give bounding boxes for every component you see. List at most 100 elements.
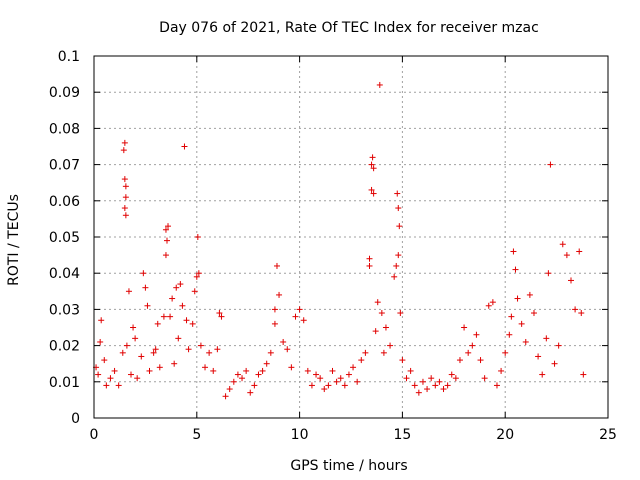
data-point [308, 382, 315, 389]
data-point [97, 338, 104, 345]
data-point [121, 139, 128, 146]
data-point [393, 262, 400, 269]
data-point [197, 342, 204, 349]
data-point [362, 349, 369, 356]
data-point [440, 386, 447, 393]
data-point [122, 183, 129, 190]
data-point [193, 273, 200, 280]
data-point [370, 165, 377, 172]
data-point [146, 367, 153, 374]
data-point [288, 364, 295, 371]
data-point [120, 147, 127, 154]
data-point [271, 320, 278, 327]
data-point [251, 382, 258, 389]
y-tick-label: 0.1 [58, 49, 80, 65]
data-point [122, 194, 129, 201]
y-tick-label: 0.01 [49, 375, 80, 391]
data-point [345, 371, 352, 378]
data-point [167, 313, 174, 320]
data-point [259, 367, 266, 374]
data-point [189, 320, 196, 327]
data-point [514, 295, 521, 302]
data-point [350, 364, 357, 371]
x-tick-label: 20 [496, 427, 514, 443]
x-tick-label: 5 [192, 427, 201, 443]
data-point [107, 375, 114, 382]
y-tick-label: 0.08 [49, 121, 80, 137]
data-point [512, 266, 519, 273]
data-point [403, 375, 410, 382]
data-point [545, 270, 552, 277]
data-point [95, 371, 102, 378]
data-point [535, 353, 542, 360]
y-tick-labels: 0 0.01 0.02 0.03 0.04 0.05 0.06 0.07 0.08 0.09 0.1 [49, 49, 80, 427]
x-tick-label: 10 [291, 427, 309, 443]
data-point [368, 186, 375, 193]
data-point [395, 205, 402, 212]
data-point [195, 270, 202, 277]
x-tick-label: 15 [393, 427, 411, 443]
data-point [329, 367, 336, 374]
data-point [396, 223, 403, 230]
data-point [271, 306, 278, 313]
data-point [502, 349, 509, 356]
data-point [123, 342, 130, 349]
data-point [156, 364, 163, 371]
data-point [493, 382, 500, 389]
x-tick-label: 25 [599, 427, 617, 443]
y-tick-label: 0.03 [49, 302, 80, 318]
data-point [522, 338, 529, 345]
data-point [313, 371, 320, 378]
data-point [183, 317, 190, 324]
y-tick-label: 0.04 [49, 266, 80, 282]
data-point [382, 324, 389, 331]
data-point [576, 248, 583, 255]
data-point [547, 161, 554, 168]
data-point [489, 299, 496, 306]
data-point [173, 284, 180, 291]
data-point [391, 273, 398, 280]
data-point [234, 371, 241, 378]
data-point [387, 342, 394, 349]
data-point [276, 291, 283, 298]
data-point [132, 335, 139, 342]
data-point [247, 389, 254, 396]
data-point [171, 360, 178, 367]
data-point [376, 81, 383, 88]
data-point [436, 378, 443, 385]
data-point [555, 342, 562, 349]
data-point [424, 386, 431, 393]
data-point [563, 252, 570, 259]
y-tick-label: 0 [71, 411, 80, 427]
data-point [508, 313, 515, 320]
data-point [461, 324, 468, 331]
data-point [169, 295, 176, 302]
data-point [358, 357, 365, 364]
data-point [206, 349, 213, 356]
data-point [543, 335, 550, 342]
data-point [432, 382, 439, 389]
data-point [578, 310, 585, 317]
data-point [273, 262, 280, 269]
data-point [380, 349, 387, 356]
data-point [370, 190, 377, 197]
data-point [280, 338, 287, 345]
data-point [337, 375, 344, 382]
data-point [284, 346, 291, 353]
x-tick-labels: 0 5 10 15 20 25 [90, 427, 617, 443]
data-point [115, 382, 122, 389]
data-points [93, 81, 587, 400]
data-point [473, 331, 480, 338]
data-point [163, 237, 170, 244]
data-point [415, 389, 422, 396]
data-point [469, 342, 476, 349]
data-point [448, 371, 455, 378]
data-point [222, 393, 229, 400]
data-point [202, 364, 209, 371]
data-point [452, 375, 459, 382]
data-point [369, 154, 376, 161]
data-point [368, 161, 375, 168]
data-point [304, 367, 311, 374]
y-tick-label: 0.02 [49, 339, 80, 355]
